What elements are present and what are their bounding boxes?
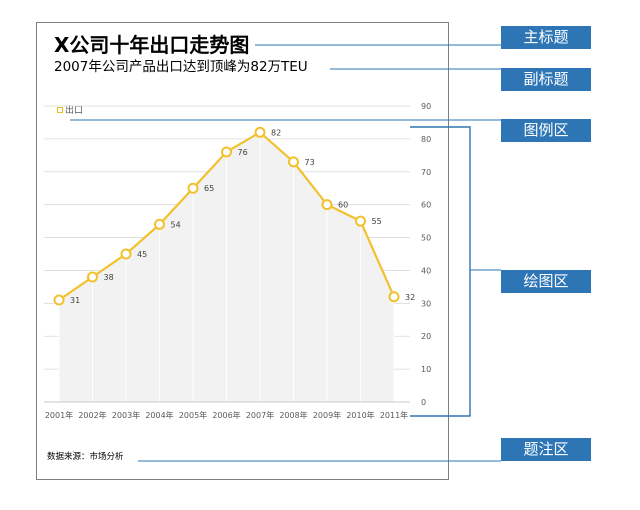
y-tick-label: 80 bbox=[421, 135, 431, 144]
chart-subtitle: 2007年公司产品出口达到顶峰为82万TEU bbox=[54, 59, 308, 75]
x-tick-label: 2007年 bbox=[246, 410, 274, 420]
data-point bbox=[355, 215, 366, 227]
data-label: 45 bbox=[137, 250, 147, 259]
legend-swatch bbox=[57, 106, 63, 113]
data-point bbox=[388, 291, 400, 303]
data-label: 55 bbox=[372, 217, 382, 226]
legend: 出口 bbox=[57, 103, 83, 116]
data-point bbox=[154, 218, 165, 230]
data-label: 32 bbox=[405, 293, 415, 302]
data-label: 31 bbox=[70, 296, 80, 305]
data-point bbox=[53, 294, 65, 306]
caption-tag: 题注区 bbox=[501, 438, 591, 461]
data-point bbox=[87, 271, 98, 283]
x-tick-label: 2003年 bbox=[112, 410, 140, 420]
y-tick-label: 0 bbox=[421, 398, 426, 407]
x-tick-label: 2006年 bbox=[212, 410, 240, 420]
y-tick-label: 60 bbox=[421, 201, 431, 210]
subtitle-tag: 副标题 bbox=[501, 68, 591, 91]
y-tick-label: 70 bbox=[421, 168, 431, 177]
data-point bbox=[221, 146, 232, 158]
data-label: 73 bbox=[305, 158, 315, 167]
data-label: 82 bbox=[271, 128, 281, 137]
x-tick-label: 2011年 bbox=[380, 410, 408, 420]
data-point bbox=[254, 126, 266, 138]
plot-area-tag: 绘图区 bbox=[501, 270, 591, 293]
x-tick-label: 2004年 bbox=[145, 410, 173, 420]
data-label: 76 bbox=[238, 148, 248, 157]
data-label: 38 bbox=[104, 273, 114, 282]
caption: 数据来源：市场分析 bbox=[47, 452, 124, 462]
data-point bbox=[120, 248, 132, 260]
y-tick-label: 10 bbox=[421, 365, 431, 374]
data-point bbox=[288, 156, 299, 168]
y-tick-label: 90 bbox=[421, 102, 431, 111]
y-tick-label: 50 bbox=[421, 234, 431, 243]
y-tick-label: 40 bbox=[421, 266, 431, 275]
data-point bbox=[187, 182, 199, 194]
x-tick-label: 2005年 bbox=[179, 410, 207, 420]
data-point bbox=[321, 199, 333, 211]
y-tick-label: 30 bbox=[421, 299, 431, 308]
x-tick-label: 2001年 bbox=[45, 410, 73, 420]
chart-title: X公司十年出口走势图 bbox=[54, 33, 250, 57]
x-tick-label: 2009年 bbox=[313, 410, 341, 420]
legend-tag: 图例区 bbox=[501, 119, 591, 142]
x-tick-label: 2010年 bbox=[346, 410, 374, 420]
data-label: 54 bbox=[171, 220, 181, 229]
y-tick-label: 20 bbox=[421, 332, 431, 341]
x-tick-label: 2002年 bbox=[78, 410, 106, 420]
plot-area-bracket bbox=[410, 126, 471, 417]
x-tick-label: 2008年 bbox=[279, 410, 307, 420]
legend-label: 出口 bbox=[65, 106, 84, 116]
data-label: 60 bbox=[338, 201, 348, 210]
main-title-tag: 主标题 bbox=[501, 26, 591, 49]
data-label: 65 bbox=[204, 184, 214, 193]
